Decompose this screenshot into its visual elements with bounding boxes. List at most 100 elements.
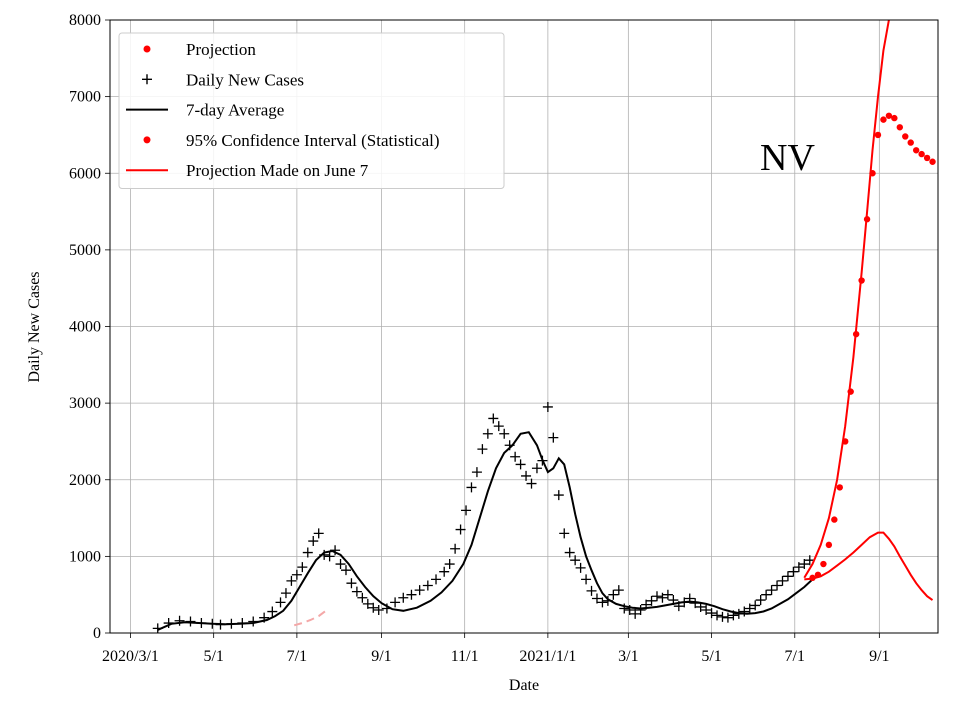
daily-case-point: [398, 592, 409, 603]
daily-case-point: [717, 611, 728, 622]
daily-case-point: [351, 586, 362, 597]
daily-case-point: [548, 432, 559, 443]
daily-case-point: [439, 566, 450, 577]
legend-item-ci: 95% Confidence Interval (Statistical): [143, 131, 440, 150]
daily-case-point: [788, 566, 799, 577]
plot-series: [152, 20, 936, 633]
daily-case-point: [712, 610, 723, 621]
daily-case-point: [553, 490, 564, 501]
x-tick-label: 3/1: [618, 648, 638, 665]
y-tick-label: 0: [93, 625, 101, 642]
daily-case-point: [499, 428, 510, 439]
legend-label: 95% Confidence Interval (Statistical): [186, 131, 440, 150]
daily-case-point: [777, 575, 788, 586]
daily-case-point: [297, 562, 308, 573]
daily-case-point: [521, 470, 532, 481]
daily-case-point: [799, 559, 810, 570]
daily-case-point: [466, 482, 477, 493]
daily-case-point: [477, 444, 488, 455]
daily-case-point: [291, 569, 302, 580]
daily-case-point: [750, 600, 761, 611]
daily-case-point: [302, 547, 313, 558]
legend-label: 7-day Average: [186, 101, 284, 120]
series-line: [804, 531, 934, 601]
daily-case-point: [493, 421, 504, 432]
daily-case-point: [559, 528, 570, 539]
daily-case-point: [744, 603, 755, 614]
y-tick-label: 8000: [69, 12, 101, 29]
x-tick-label: 7/1: [785, 648, 805, 665]
daily-case-point: [635, 605, 646, 616]
legend-item-june7: Projection Made on June 7: [126, 161, 369, 180]
daily-case-point: [739, 606, 750, 617]
y-tick-label: 4000: [69, 319, 101, 336]
x-tick-label: 5/1: [203, 648, 223, 665]
projection-point: [896, 124, 904, 131]
daily-case-point: [586, 585, 597, 596]
daily-case-point: [414, 585, 425, 596]
daily-case-point: [772, 580, 783, 591]
legend-box: [118, 32, 505, 189]
y-tick-label: 1000: [69, 548, 101, 565]
x-axis-ticks: 2020/3/1 5/1 7/1 9/1 11/1 2021/1/1 3/1 5/1 7/1 9/…: [102, 633, 890, 665]
x-tick-label: 2021/1/1: [519, 648, 576, 665]
daily-case-point: [597, 597, 608, 608]
daily-case-point: [308, 536, 319, 547]
series-projection-made-on-june-7-lower-: [804, 531, 934, 601]
series-line: [293, 609, 328, 627]
legend-dot-icon: [143, 136, 151, 144]
x-axis-label: Date: [509, 677, 539, 694]
daily-case-point: [766, 585, 777, 596]
daily-case-point: [722, 612, 733, 623]
daily-case-point: [608, 589, 619, 600]
x-tick-label: 9/1: [371, 648, 391, 665]
projection-point: [907, 139, 914, 146]
projection-point: [929, 158, 936, 165]
legend-label: Projection: [186, 40, 256, 59]
daily-case-point: [471, 467, 482, 478]
legend-item-daily: Daily New Cases: [142, 70, 304, 89]
daily-case-point: [406, 589, 417, 600]
y-tick-label: 7000: [69, 89, 101, 106]
daily-case-point: [174, 615, 185, 626]
projection-point: [902, 133, 909, 140]
daily-case-point: [564, 547, 575, 558]
y-tick-label: 3000: [69, 395, 101, 412]
daily-case-point: [630, 608, 641, 619]
daily-case-point: [651, 591, 662, 602]
daily-case-point: [461, 505, 472, 516]
series-projection-made-on-june-7-upper-: [803, 20, 890, 579]
projection-point: [825, 541, 833, 549]
y-axis-label: Daily New Cases: [26, 271, 43, 382]
daily-case-point: [575, 562, 586, 573]
legend-item-avg: 7-day Average: [126, 101, 284, 120]
y-axis-ticks: 0 1000 2000 3000 4000 5000 6000 7000 8000: [69, 12, 110, 642]
daily-case-point: [335, 559, 346, 570]
daily-case-point: [373, 605, 384, 616]
series-7-day-average: [157, 431, 814, 631]
x-tick-label: 5/1: [701, 648, 721, 665]
daily-case-point: [591, 593, 602, 604]
daily-case-point: [422, 580, 433, 591]
legend: Projection Daily New Cases 7-day Average 95…: [118, 32, 505, 189]
projection-point: [874, 131, 882, 139]
daily-case-point: [324, 551, 335, 562]
series-early-projection: [293, 609, 328, 627]
daily-case-point: [357, 592, 368, 603]
daily-case-point: [701, 605, 712, 616]
daily-case-point: [662, 589, 673, 600]
series-line: [157, 431, 814, 631]
legend-item-projection: Projection: [143, 40, 256, 59]
daily-case-point: [455, 524, 466, 535]
daily-case-point: [755, 595, 766, 606]
x-tick-label: 7/1: [287, 648, 307, 665]
projection-point: [891, 114, 898, 122]
daily-case-point: [761, 589, 772, 600]
daily-case-point: [275, 597, 286, 608]
daily-case-point: [646, 595, 657, 606]
series-line: [803, 20, 890, 579]
daily-case-point: [613, 585, 624, 596]
daily-case-point: [346, 578, 357, 589]
legend-plus-icon: [142, 74, 152, 85]
daily-case-point: [510, 451, 521, 462]
